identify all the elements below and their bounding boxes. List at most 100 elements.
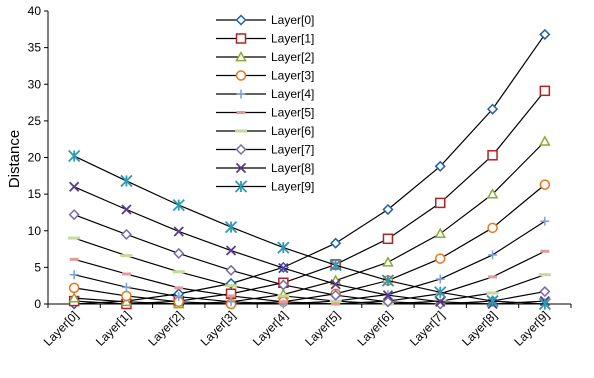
- data-point: [120, 228, 133, 240]
- data-point: [539, 135, 551, 146]
- y-tick-label: 40: [28, 4, 42, 18]
- y-tick-label: 25: [28, 114, 42, 128]
- legend-item: Layer[2]: [216, 50, 314, 64]
- legend-marker: [235, 162, 247, 174]
- data-point: [330, 279, 341, 290]
- data-point: [277, 241, 290, 254]
- legend-marker: [235, 14, 247, 26]
- data-point: [121, 282, 131, 292]
- x-tick-label: Layer[3]: [198, 308, 239, 349]
- legend-label: Layer[3]: [271, 69, 314, 83]
- data-point: [434, 286, 447, 299]
- series-line: [74, 184, 546, 305]
- x-tick-label: Layer[6]: [355, 308, 396, 349]
- series-line: [74, 90, 546, 305]
- series-6: [68, 236, 551, 306]
- legend-marker: [235, 70, 247, 81]
- data-point: [539, 285, 551, 298]
- data-point: [226, 297, 236, 307]
- legend-label: Layer[7]: [271, 143, 314, 157]
- legend-label: Layer[4]: [271, 87, 314, 101]
- y-tick-label: 10: [28, 224, 42, 238]
- series-3: [68, 179, 551, 310]
- data-point: [174, 292, 184, 302]
- data-point: [173, 247, 185, 260]
- y-tick-label: 15: [28, 187, 42, 201]
- data-point: [120, 295, 133, 307]
- y-tick-label: 20: [28, 151, 42, 165]
- data-point: [539, 179, 551, 190]
- y-tick-label: 5: [34, 260, 41, 274]
- legend-label: Layer[8]: [271, 161, 314, 175]
- y-axis-title: Distance: [6, 130, 23, 188]
- series-line: [73, 237, 546, 305]
- data-point: [121, 290, 132, 302]
- legend-label: Layer[1]: [271, 32, 314, 46]
- legend-label: Layer[6]: [271, 124, 314, 138]
- legend-item: Layer[1]: [216, 32, 314, 46]
- x-tick-label: Layer[7]: [407, 308, 448, 349]
- data-point: [120, 174, 133, 188]
- data-point: [382, 296, 394, 308]
- legend-label: Layer[2]: [271, 50, 314, 64]
- data-point: [381, 274, 395, 287]
- series-line: [73, 155, 545, 305]
- data-point: [382, 233, 394, 245]
- data-point: [172, 198, 185, 212]
- y-tick-label: 30: [28, 77, 42, 91]
- legend-marker: [236, 89, 246, 99]
- series-5: [69, 249, 550, 306]
- data-point: [382, 290, 394, 301]
- data-point: [330, 237, 342, 249]
- data-point: [486, 103, 499, 115]
- data-point: [382, 256, 394, 267]
- data-point: [487, 222, 498, 234]
- data-point: [488, 250, 498, 260]
- series-1: [68, 85, 551, 310]
- data-point: [68, 209, 80, 221]
- legend-item: Layer[4]: [216, 87, 314, 101]
- x-tick-label: Layer[1]: [93, 308, 134, 349]
- x-tick-label: Layer[5]: [302, 308, 343, 349]
- data-point: [435, 274, 445, 284]
- data-point: [540, 216, 550, 226]
- data-point: [225, 245, 237, 256]
- series-group: [68, 28, 551, 311]
- y-tick-labels: 0 5 10 15 20 25 30 35 40: [28, 4, 42, 311]
- legend-marker: [235, 33, 247, 44]
- data-point: [486, 294, 499, 308]
- data-point: [69, 181, 80, 192]
- data-point: [434, 160, 446, 172]
- series-line: [73, 250, 546, 305]
- legend-marker: [235, 50, 247, 62]
- legend: Layer[0] Layer[1] Layer[2] Layer[3] Layer[4]…: [216, 13, 314, 194]
- series-8: [69, 181, 550, 310]
- series-4: [69, 216, 550, 309]
- data-point: [539, 85, 551, 97]
- data-point: [486, 188, 499, 199]
- legend-item: Layer[6]: [216, 124, 314, 138]
- data-point: [278, 262, 289, 274]
- data-point: [277, 279, 289, 291]
- data-point: [224, 220, 238, 234]
- data-point: [329, 259, 342, 272]
- data-point: [68, 292, 80, 303]
- legend-label: Layer[9]: [271, 180, 314, 194]
- data-point: [434, 227, 447, 239]
- data-point: [435, 253, 446, 264]
- y-tick-label: 35: [28, 41, 42, 55]
- series-7: [68, 209, 551, 310]
- data-point: [173, 226, 184, 237]
- data-point: [539, 28, 551, 41]
- series-line: [74, 220, 546, 305]
- data-point: [487, 150, 498, 161]
- legend-item: Layer[0]: [216, 13, 314, 27]
- x-tick-labels: Layer[0] Layer[1] Layer[2] Layer[3] Layer[4]…: [41, 308, 552, 349]
- data-point: [68, 282, 80, 294]
- data-point: [382, 203, 394, 216]
- series-line: [74, 140, 546, 305]
- x-tick-label: Layer[0]: [41, 308, 82, 349]
- legend-marker: [234, 180, 248, 193]
- data-point: [121, 204, 132, 215]
